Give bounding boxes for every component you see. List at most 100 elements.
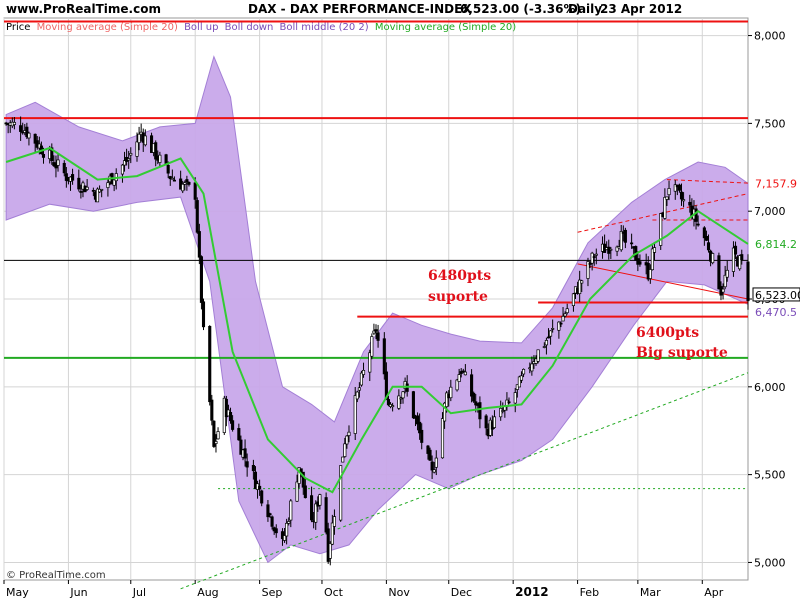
- legend-boll-middle: Boll middle (20 2): [280, 22, 369, 33]
- candle-body: [122, 160, 127, 166]
- candle-body: [210, 399, 214, 421]
- candle-body: [243, 448, 247, 459]
- candle-body: [549, 330, 553, 337]
- candle-body: [590, 252, 594, 264]
- candle-body: [347, 431, 351, 436]
- y-tick-label: 8,000: [754, 30, 786, 43]
- candle-body: [285, 522, 289, 537]
- candle-body: [310, 495, 314, 521]
- candle-body: [168, 176, 172, 180]
- candle-body: [260, 490, 264, 504]
- x-tick-label: Aug: [197, 586, 218, 599]
- x-tick-label: Feb: [580, 586, 599, 599]
- candle-body: [536, 349, 540, 362]
- candle-body: [287, 521, 291, 524]
- candle-body: [399, 397, 403, 400]
- y-tick-label: 7,000: [754, 205, 786, 218]
- candle-body: [630, 242, 634, 245]
- annotation-6400-line2: Big suporte: [636, 345, 728, 361]
- candle-body: [740, 254, 744, 260]
- candle-body: [357, 387, 361, 391]
- candle-body: [665, 196, 669, 200]
- candle-body: [239, 439, 243, 455]
- moving-average-line: [5, 146, 749, 494]
- candle-body: [463, 371, 467, 376]
- candle-body: [638, 261, 642, 265]
- candle-body: [615, 246, 619, 252]
- copyright-footer: © ProRealTime.com: [6, 570, 106, 581]
- candle-body: [197, 231, 201, 258]
- candle-body: [472, 392, 476, 402]
- candle-body: [580, 280, 584, 284]
- legend-ma: Moving average (Simple 20): [37, 22, 178, 33]
- candle-body: [688, 201, 692, 206]
- candle-body: [193, 182, 197, 200]
- candle-body: [501, 410, 505, 412]
- candle-body: [507, 401, 511, 404]
- candle-body: [725, 269, 729, 278]
- candle-body: [341, 456, 345, 463]
- y-tick-label: 5,000: [754, 556, 786, 569]
- candle-body: [95, 188, 100, 203]
- candle-body: [301, 471, 305, 488]
- candle-body: [650, 248, 654, 271]
- candle-body: [283, 535, 287, 541]
- x-tick-label: Jun: [69, 586, 87, 599]
- x-tick-label: Mar: [640, 586, 661, 599]
- candle-body: [679, 191, 684, 200]
- candle-body: [461, 370, 465, 373]
- candle-body: [484, 415, 488, 429]
- legend-price: Price: [6, 22, 30, 33]
- candle-body: [455, 379, 459, 391]
- candle-body: [12, 122, 16, 125]
- candle-body: [154, 142, 158, 160]
- candle-body: [457, 374, 461, 383]
- candle-body: [91, 189, 95, 192]
- candle-body: [434, 457, 438, 468]
- candle-body: [694, 208, 698, 222]
- candle-body: [368, 352, 372, 373]
- candle-body: [339, 465, 343, 521]
- candle-body: [733, 245, 738, 255]
- candle-body: [143, 135, 147, 146]
- candle-body: [158, 154, 162, 163]
- candle-body: [648, 269, 652, 279]
- uptrend-support-line: [180, 372, 749, 590]
- candle-body: [517, 376, 521, 388]
- candle-body: [723, 274, 727, 288]
- x-tick-label: Jul: [132, 586, 146, 599]
- chart-header: www.ProRealTime.com DAX - DAX PERFORMANC…: [6, 2, 682, 16]
- candle-body: [237, 428, 241, 441]
- candle-body: [432, 469, 436, 473]
- candle-body: [251, 464, 255, 472]
- candle-body: [208, 326, 212, 403]
- site-url[interactable]: www.ProRealTime.com: [6, 2, 161, 16]
- candle-body: [79, 191, 83, 193]
- candle-body: [592, 256, 596, 258]
- candle-body: [746, 261, 750, 302]
- moving-average: [5, 146, 749, 494]
- candle-body: [228, 412, 233, 422]
- candle-body: [135, 141, 139, 157]
- candle-body: [530, 363, 534, 372]
- candle-body: [324, 497, 328, 533]
- candlesticks: [4, 116, 750, 566]
- candle-body: [181, 183, 185, 192]
- candle-body: [551, 328, 555, 330]
- candle-body: [522, 368, 526, 375]
- bollinger-band: [5, 55, 749, 564]
- candle-body: [401, 391, 405, 399]
- annotation-6480-line2: suporte: [428, 289, 488, 305]
- candle-body: [77, 177, 81, 190]
- candle-body: [411, 391, 415, 419]
- candle-body: [27, 132, 31, 139]
- candle-body: [41, 153, 46, 158]
- candle-body: [231, 420, 235, 430]
- candle-body: [19, 125, 23, 132]
- y-tick-label: 7,500: [754, 117, 786, 130]
- candle-body: [717, 255, 721, 290]
- candle-body: [588, 263, 592, 265]
- candle-body: [667, 188, 671, 196]
- candle-body: [270, 516, 274, 527]
